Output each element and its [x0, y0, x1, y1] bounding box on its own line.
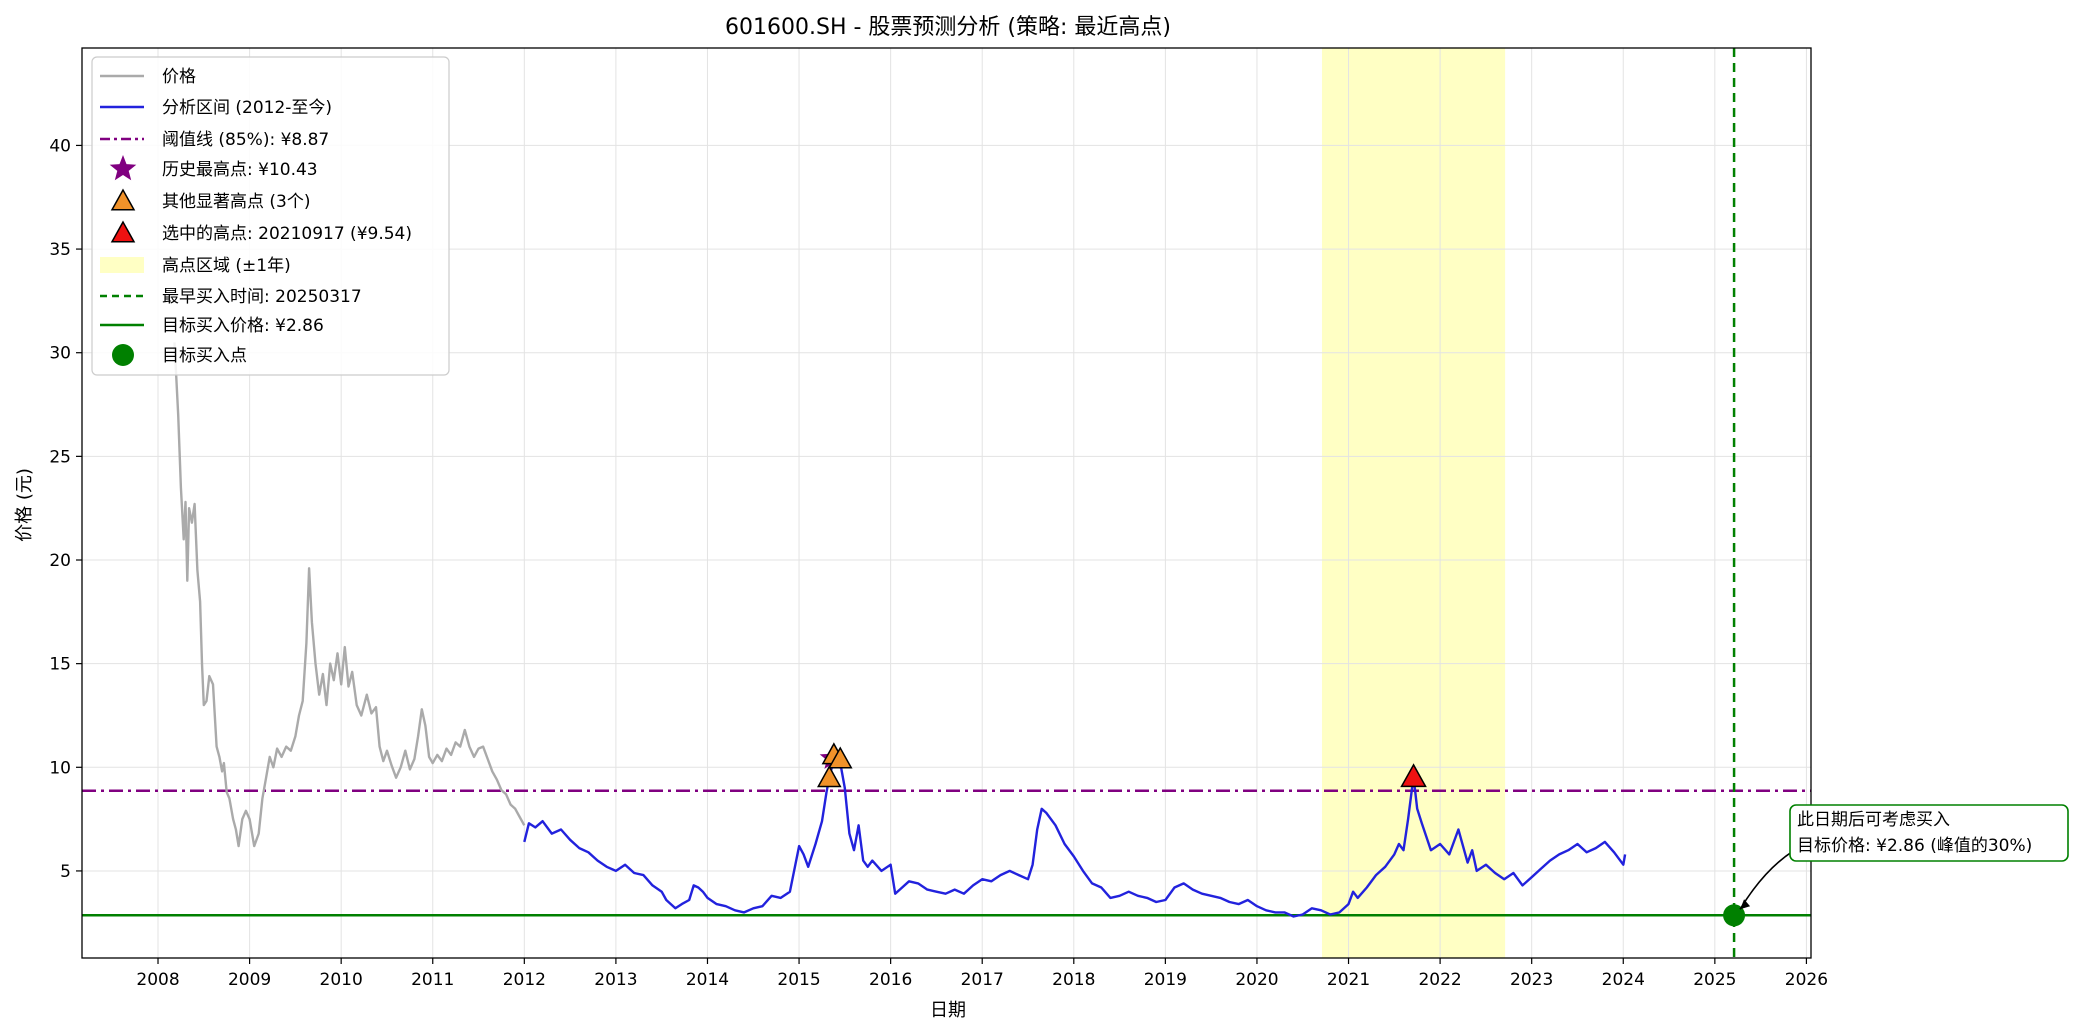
x-tick-label: 2024 [1602, 970, 1645, 990]
y-tick-label: 20 [49, 551, 71, 571]
y-tick-label: 15 [49, 655, 71, 675]
legend-label-price: 价格 [162, 67, 196, 87]
y-tick-label: 30 [49, 344, 71, 364]
legend-label-selected_peak: 选中的高点: 20210917 (¥9.54) [162, 224, 412, 244]
plot-area: 2008 2009 2010 2011 2012 2013 2014 2015 2016 2017… [49, 47, 1828, 990]
x-tick-label: 2008 [136, 970, 179, 990]
x-tick-label: 2026 [1785, 970, 1828, 990]
legend-label-target: 目标买入价格: ¥2.86 [162, 316, 324, 336]
legend-label-buy_time: 最早买入时间: 20250317 [162, 287, 362, 307]
annotation-box [1789, 804, 2069, 862]
plot-frame [81, 47, 1812, 959]
y-tick-label: 5 [60, 862, 71, 882]
buy-annotation: 此日期后可考虑买入 目标价格: ¥2.86 (峰值的30%) [1789, 804, 2069, 862]
x-tick-label: 2018 [1052, 970, 1095, 990]
x-tick-label: 2012 [503, 970, 546, 990]
y-tick-label: 40 [49, 136, 71, 156]
x-tick-label: 2016 [869, 970, 912, 990]
target-buy-point [1723, 904, 1746, 927]
chart-title: 601600.SH - 股票预测分析 (策略: 最近高点) [725, 15, 1171, 40]
x-tick-label: 2020 [1235, 970, 1278, 990]
analysis-series-line [523, 757, 1627, 918]
x-tick-label: 2014 [686, 970, 729, 990]
price-series-line [173, 342, 526, 848]
legend-box [91, 56, 450, 376]
x-tick-label: 2017 [961, 970, 1004, 990]
y-tick-label: 10 [49, 758, 71, 778]
x-tick-label: 2019 [1144, 970, 1187, 990]
x-tick-label: 2013 [594, 970, 637, 990]
legend-handle-target_point [112, 344, 134, 366]
x-tick-label: 2010 [320, 970, 363, 990]
annotation-line-2: 目标价格: ¥2.86 (峰值的30%) [1797, 836, 2032, 856]
annotation-arrowhead [1740, 899, 1751, 910]
legend-handle-zone [100, 257, 144, 273]
legend-label-threshold: 阈值线 (85%): ¥8.87 [162, 130, 329, 150]
x-tick-label: 2021 [1327, 970, 1370, 990]
x-tick-label: 2009 [228, 970, 271, 990]
x-axis-label: 日期 [930, 1000, 966, 1021]
x-tick-label: 2023 [1510, 970, 1553, 990]
x-tick-label: 2015 [777, 970, 820, 990]
x-tick-label: 2025 [1693, 970, 1736, 990]
other-peak-marker [817, 765, 842, 788]
annotation-line-1: 此日期后可考虑买入 [1797, 810, 1950, 830]
legend-handle-other_peaks [110, 188, 136, 211]
legend-label-other_peaks: 其他显著高点 (3个) [162, 192, 310, 212]
legend-label-target_point: 目标买入点 [162, 346, 247, 366]
x-tick-label: 2011 [411, 970, 454, 990]
y-tick-label: 25 [49, 447, 71, 467]
y-tick-label: 35 [49, 240, 71, 260]
peak-zone [1321, 48, 1506, 958]
legend-handle-selected_peak [110, 220, 136, 243]
legend-label-zone: 高点区域 (±1年) [162, 256, 291, 276]
x-tick-label: 2022 [1418, 970, 1461, 990]
other-peak-marker [827, 746, 853, 769]
y-axis-label: 价格 (元) [14, 468, 35, 542]
selected-peak-marker [1400, 763, 1427, 788]
legend-label-ath: 历史最高点: ¥10.43 [162, 160, 318, 180]
legend-handle-ath [109, 155, 137, 181]
legend-label-analysis: 分析区间 (2012-至今) [162, 98, 332, 118]
